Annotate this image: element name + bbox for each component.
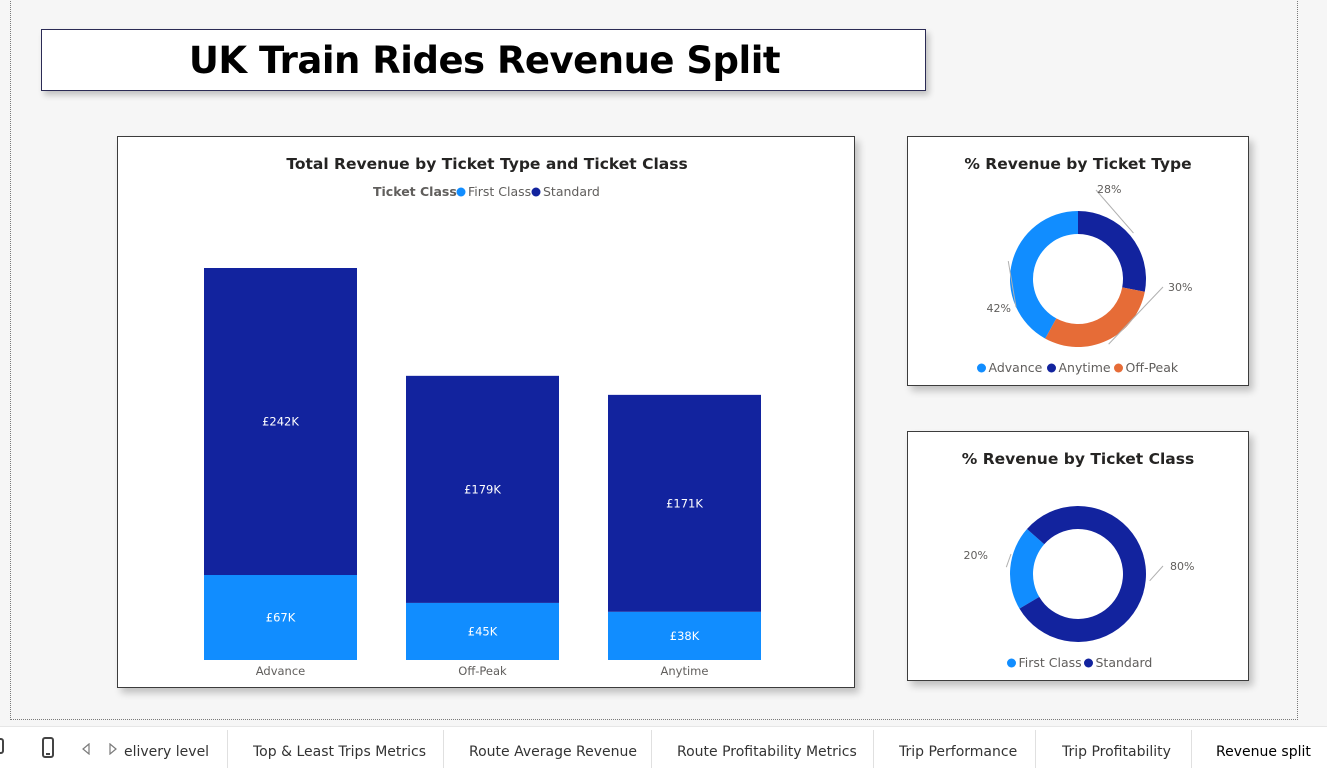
legend-label-anytime[interactable]: Anytime [1059, 360, 1111, 375]
legend-label-first-class[interactable]: First Class [468, 184, 531, 199]
legend-marker-anytime[interactable] [1047, 363, 1056, 373]
donut-ticket-type[interactable]: % Revenue by Ticket Type 42% 28% 30% Advan… [908, 137, 1248, 385]
legend-label-advance[interactable]: Advance [989, 360, 1043, 375]
donut-ticket-type-legend[interactable]: Advance Anytime Off-Peak [977, 360, 1179, 375]
slice-anytime[interactable] [1078, 211, 1146, 292]
slice-off-peak[interactable] [1045, 287, 1145, 347]
tab-separator [651, 730, 652, 768]
slice-label-advance: 42% [987, 302, 1011, 315]
donut-ticket-class-slices: 20% 80% [964, 506, 1194, 642]
tab-route-average-revenue[interactable]: Route Average Revenue [469, 744, 637, 760]
tab-separator [873, 730, 874, 768]
donut-ticket-type-card[interactable]: % Revenue by Ticket Type 42% 28% 30% Advan… [907, 136, 1249, 386]
x-tick-label-off-peak: Off-Peak [458, 664, 507, 678]
donut-ticket-class-card[interactable]: % Revenue by Ticket Class 20% 80% First C… [907, 431, 1249, 681]
x-tick-label-anytime: Anytime [661, 664, 709, 678]
stacked-bar-chart[interactable]: Total Revenue by Ticket Type and Ticket … [118, 137, 854, 687]
slice-label-anytime: 28% [1097, 183, 1121, 196]
tab-separator [1191, 730, 1192, 768]
mobile-layout-icon[interactable] [42, 737, 54, 758]
bar-anytime-standard[interactable] [608, 394, 761, 612]
tab-top-least-trips[interactable]: Top & Least Trips Metrics [253, 744, 427, 760]
leader-line-anytime [1095, 189, 1134, 234]
tab-trip-performance[interactable]: Trip Performance [899, 744, 1018, 760]
tab-delivery-level[interactable]: elivery level [124, 744, 210, 760]
tab-route-profitability[interactable]: Route Profitability Metrics [677, 744, 857, 760]
bar-advance-first-class[interactable] [204, 575, 357, 660]
page-boundary [10, 0, 1298, 720]
leader-line-first-class [1005, 553, 1012, 568]
legend-marker-standard[interactable] [531, 187, 541, 197]
page-tab-bar: elivery level Top & Least Trips Metrics … [0, 726, 1327, 768]
slice-advance[interactable] [1010, 211, 1078, 339]
title-box[interactable]: UK Train Rides Revenue Split [41, 29, 926, 91]
bar-chart-card[interactable]: Total Revenue by Ticket Type and Ticket … [117, 136, 855, 688]
legend-marker-advance[interactable] [977, 363, 986, 373]
slice-label-first-class: 20% [964, 549, 988, 562]
legend-label-standard[interactable]: Standard [543, 184, 600, 199]
data-label-anytime-standard: £171K [666, 496, 703, 510]
bar-chart-legend[interactable]: Ticket Class First Class Standard [373, 184, 600, 199]
leader-line-off-peak [1108, 286, 1164, 345]
donut-ticket-type-title: % Revenue by Ticket Type [964, 155, 1191, 173]
partial-icon[interactable] [0, 738, 4, 754]
legend-title: Ticket Class [373, 184, 457, 199]
leader-line-standard [1149, 565, 1164, 582]
bar-off-peak-first-class[interactable] [406, 602, 559, 660]
slice-first-class[interactable] [1010, 529, 1045, 609]
tab-separator [1035, 730, 1036, 768]
x-tick-label-advance: Advance [256, 664, 306, 678]
tab-separator [227, 730, 228, 768]
legend-marker-standard[interactable] [1084, 658, 1093, 668]
bar-plot-area: £67K £242K Advance £45K £179K Off-Peak £38K £17… [204, 268, 761, 678]
previous-page-icon[interactable] [82, 743, 90, 755]
page-title: UK Train Rides Revenue Split [188, 39, 781, 82]
data-label-off-peak-standard: £179K [464, 482, 501, 496]
slice-standard[interactable] [1019, 506, 1146, 642]
slice-label-off-peak: 30% [1168, 281, 1192, 294]
bar-chart-title: Total Revenue by Ticket Type and Ticket … [286, 155, 687, 173]
legend-label-off-peak[interactable]: Off-Peak [1126, 360, 1179, 375]
tab-revenue-split[interactable]: Revenue split [1216, 744, 1311, 760]
legend-marker-off-peak[interactable] [1114, 363, 1123, 373]
next-page-icon[interactable] [109, 743, 117, 755]
donut-ticket-class-title: % Revenue by Ticket Class [962, 450, 1194, 468]
bar-anytime-first-class[interactable] [608, 611, 761, 660]
donut-ticket-class-legend[interactable]: First Class Standard [1007, 655, 1152, 670]
data-label-off-peak-first-class: £45K [468, 624, 498, 638]
donut-ticket-type-slices: 42% 28% 30% [987, 183, 1192, 347]
legend-label-standard[interactable]: Standard [1096, 655, 1153, 670]
data-label-advance-standard: £242K [262, 415, 299, 429]
data-label-advance-first-class: £67K [266, 611, 296, 625]
leader-line-advance [1007, 261, 1017, 308]
data-label-anytime-first-class: £38K [670, 629, 700, 643]
legend-marker-first-class[interactable] [456, 187, 466, 197]
slice-label-standard: 80% [1170, 560, 1194, 573]
legend-label-first-class[interactable]: First Class [1019, 655, 1082, 670]
tab-trip-profitability[interactable]: Trip Profitability [1062, 744, 1171, 760]
bar-advance-standard[interactable] [204, 268, 357, 576]
tab-separator [443, 730, 444, 768]
legend-marker-first-class[interactable] [1007, 658, 1016, 668]
bar-off-peak-standard[interactable] [406, 375, 559, 603]
donut-ticket-class[interactable]: % Revenue by Ticket Class 20% 80% First C… [908, 432, 1248, 680]
